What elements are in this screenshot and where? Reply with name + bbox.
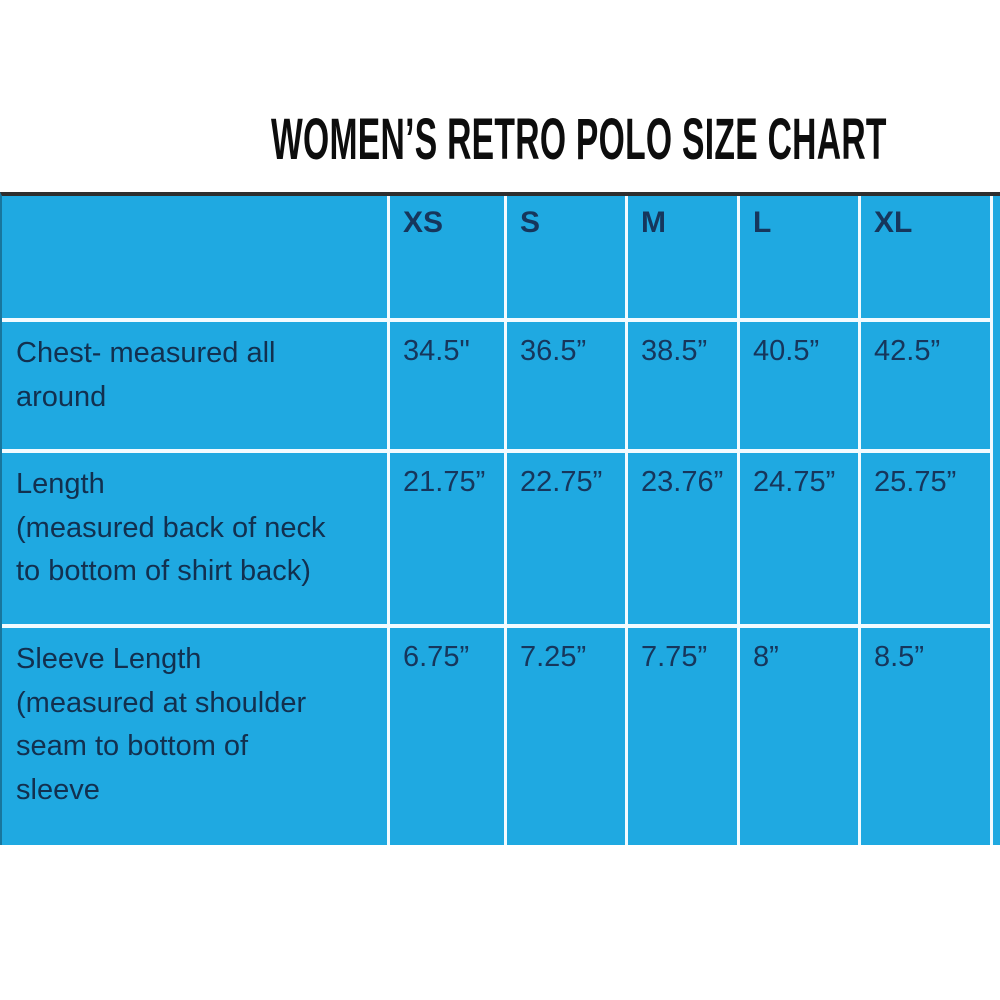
size-chart-table: XS S M L XL Chest- measured all around 3…: [0, 192, 1000, 845]
value-cell-chest-m: 38.5”: [628, 322, 740, 453]
page-title-wrap: WOMEN’S RETRO POLO SIZE CHART: [0, 107, 1000, 172]
value-cell-chest-xs: 34.5": [390, 322, 507, 453]
corner-cell: [2, 196, 390, 322]
value-cell-length-s: 22.75”: [507, 453, 628, 628]
header-cell-l: L: [740, 196, 861, 322]
header-cell-m: M: [628, 196, 740, 322]
row-label-sleeve: Sleeve Length (measured at shoulder seam…: [2, 628, 390, 845]
value-cell-sleeve-xl: 8.5”: [861, 628, 993, 845]
header-cell-xs: XS: [390, 196, 507, 322]
row-label-length: Length (measured back of neck to bottom …: [2, 453, 390, 628]
value-cell-sleeve-m: 7.75”: [628, 628, 740, 845]
value-cell-length-l: 24.75”: [740, 453, 861, 628]
value-cell-length-m: 23.76”: [628, 453, 740, 628]
value-cell-sleeve-l: 8”: [740, 628, 861, 845]
value-cell-chest-l: 40.5”: [740, 322, 861, 453]
row-label-chest: Chest- measured all around: [2, 322, 390, 453]
value-cell-length-xl: 25.75”: [861, 453, 993, 628]
header-cell-xl: XL: [861, 196, 993, 322]
header-cell-s: S: [507, 196, 628, 322]
value-cell-sleeve-xs: 6.75”: [390, 628, 507, 845]
page-title: WOMEN’S RETRO POLO SIZE CHART: [270, 107, 887, 172]
value-cell-sleeve-s: 7.25”: [507, 628, 628, 845]
value-cell-length-xs: 21.75”: [390, 453, 507, 628]
value-cell-chest-xl: 42.5”: [861, 322, 993, 453]
value-cell-chest-s: 36.5”: [507, 322, 628, 453]
